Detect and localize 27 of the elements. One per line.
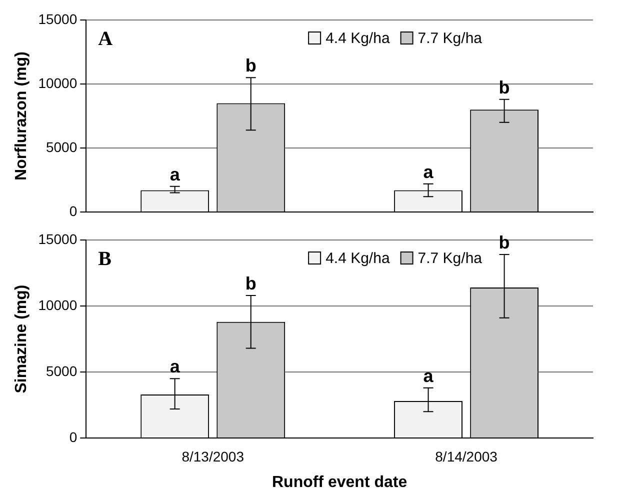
x-axis-title: Runoff event date bbox=[272, 474, 408, 491]
annotation: b bbox=[245, 273, 256, 294]
y-axis-title: Norflurazon (mg) bbox=[13, 52, 30, 180]
annotation: a bbox=[170, 356, 181, 377]
y-tick-label: 10000 bbox=[38, 296, 78, 313]
y-tick-label: 10000 bbox=[38, 74, 78, 91]
y-tick-label: 5000 bbox=[46, 362, 78, 379]
legend-label: 4.4 Kg/ha bbox=[326, 30, 390, 48]
annotation: a bbox=[423, 366, 434, 386]
legend-label: 7.7 Kg/ha bbox=[418, 30, 483, 48]
legend-label: 4.4 Kg/ha bbox=[326, 250, 390, 268]
y-axis-title: Simazine (mg) bbox=[13, 284, 30, 394]
annotation: b bbox=[498, 232, 510, 253]
annotation: A bbox=[98, 28, 114, 50]
y-tick-label: 15000 bbox=[38, 230, 78, 247]
x-tick-label: 8/13/2003 bbox=[182, 448, 244, 464]
y-tick-label: 15000 bbox=[38, 10, 78, 27]
y-tick-label: 0 bbox=[69, 202, 78, 219]
annotation: B bbox=[98, 248, 112, 270]
annotation: a bbox=[423, 162, 434, 182]
annotation: b bbox=[498, 77, 510, 98]
y-tick-label: 0 bbox=[69, 428, 78, 445]
annotation: b bbox=[245, 56, 256, 76]
x-tick-label: 8/14/2003 bbox=[435, 448, 498, 464]
legend-label: 7.7 Kg/ha bbox=[418, 250, 483, 268]
annotation: a bbox=[170, 164, 181, 184]
y-tick-label: 5000 bbox=[46, 138, 78, 155]
